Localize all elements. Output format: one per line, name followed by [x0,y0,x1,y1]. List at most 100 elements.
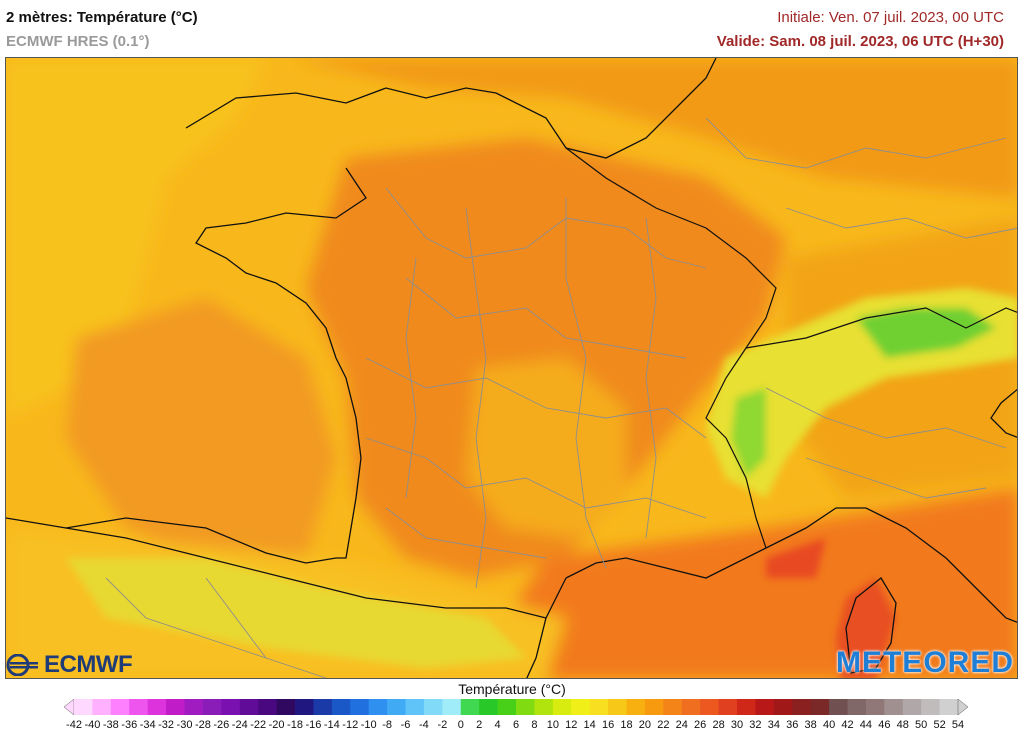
scale-swatch [681,699,701,715]
corsica-coast [845,577,897,674]
scale-swatch [479,699,499,715]
legend-tick: 14 [583,719,596,731]
scale-swatch [589,699,609,715]
legend-tick: 22 [657,719,670,731]
scale-swatch [921,699,941,715]
catalonia-coast [526,577,567,678]
color-scale-bar [64,699,968,715]
scale-swatch [700,699,720,715]
france-atlantic-coast [6,167,367,564]
legend-tick: -24 [231,719,248,731]
scale-swatch [902,699,922,715]
scale-swatch [387,699,406,715]
regional-borders [105,117,1017,678]
legend-tick: 4 [494,719,501,731]
legend-tick: -34 [139,719,156,731]
temperature-map[interactable] [5,57,1018,679]
provence-hot-zone [766,538,826,578]
legend-tick: 12 [565,719,578,731]
swiss-italy-border [745,307,1017,349]
legend-tick: -10 [360,719,377,731]
scale-swatch [644,699,664,715]
england-coast [185,87,497,129]
scale-swatch [331,699,351,715]
ecmwf-logo: ECMWF [6,651,133,679]
scale-swatch [626,699,646,715]
legend-tick: 2 [476,719,483,731]
scale-swatch [184,699,204,715]
scale-swatch [239,699,259,715]
legend-tick: -16 [305,719,322,731]
legend-tick: 0 [457,719,464,731]
legend-tick: 6 [512,719,520,731]
legend-tick: -36 [121,719,138,731]
pyrenees-border [65,527,547,619]
massif-central-zone [466,358,626,538]
scale-swatch [516,699,535,715]
alps-peak-zone [856,308,996,358]
legend-tick: 46 [878,719,891,731]
channel-cool-zone [6,58,266,418]
scale-swatch [74,699,93,715]
ecmwf-emblem-icon [6,654,38,676]
scale-swatch [737,699,756,715]
scale-swatch [368,699,388,715]
map-canvas [6,58,1017,678]
scale-swatch [313,699,333,715]
scale-swatch [608,699,627,715]
legend-tick: -22 [250,719,267,731]
scale-swatch [810,699,830,715]
legend-tick: -38 [102,719,119,731]
legend-tick: 16 [601,719,615,731]
north-warm-zone [286,58,1017,198]
scale-swatch [166,699,185,715]
meteored-logo: METEORED [835,646,1014,679]
legend-tick: -2 [437,719,448,731]
legend-tick: -30 [176,719,193,731]
adriatic-coast [990,388,1017,438]
initial-time: Initiale: Ven. 07 juil. 2023, 00 UTC [777,9,1004,26]
france-east-border [565,147,777,549]
scale-swatch [939,699,959,715]
scale-swatch [460,699,480,715]
legend-tick: 40 [822,719,836,731]
legend-tick: 24 [675,719,688,731]
legend-tick: 38 [804,719,817,731]
legend-tick: -42 [66,719,82,731]
legend-tick: 18 [620,719,633,731]
scale-swatch [423,699,443,715]
legend-tick: -4 [419,719,429,731]
scale-swatch [442,699,462,715]
legend-tick: -26 [213,719,230,731]
legend-tick: 42 [841,719,854,731]
scale-swatch [258,699,278,715]
scale-swatch [276,699,296,715]
legend-tick: 32 [749,719,762,731]
model-name: ECMWF HRES (0.1°) [6,33,150,50]
legend-tick: 10 [546,719,559,731]
mediterranean-coast [565,507,1017,623]
scale-swatch [773,699,793,715]
scale-swatch [663,699,683,715]
scale-swatch [202,699,222,715]
legend-tick: -18 [287,719,303,731]
legend-tick: 36 [786,719,799,731]
legend-tick: -14 [323,719,340,731]
pyrenees-zone [66,558,526,668]
france-warm-zone [306,138,786,578]
legend-tick: 8 [531,719,538,731]
legend-tick: 44 [859,719,873,731]
scale-swatch [295,699,314,715]
ecmwf-wordmark: ECMWF [44,651,133,678]
north-sea-coast [495,58,717,159]
legend-tick: 20 [638,719,652,731]
legend-tick: -40 [84,719,101,731]
legend-tick: 28 [712,719,725,731]
scale-swatch [350,699,370,715]
scale-swatch [755,699,775,715]
scale-swatch [571,699,591,715]
scale-swatch [792,699,812,715]
legend-tick: 34 [767,719,780,731]
scale-swatch [829,699,848,715]
valid-time: Valide: Sam. 08 juil. 2023, 06 UTC (H+30… [716,33,1004,50]
